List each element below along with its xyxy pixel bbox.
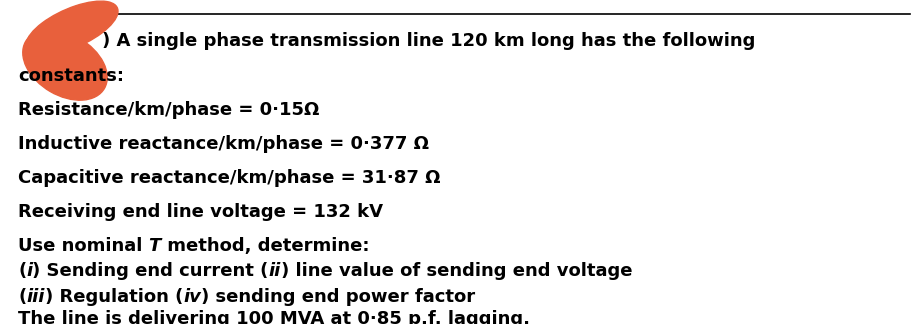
Text: iv: iv [183, 288, 201, 306]
Text: Use nominal: Use nominal [18, 237, 149, 255]
Text: i: i [27, 262, 32, 280]
Text: method, determine:: method, determine: [161, 237, 369, 255]
Text: iii: iii [27, 288, 45, 306]
Ellipse shape [26, 1, 118, 55]
Text: constants:: constants: [18, 67, 124, 85]
Text: T: T [149, 237, 161, 255]
Text: The line is delivering 100 MVA at 0·85 p.f. lagging.: The line is delivering 100 MVA at 0·85 p… [18, 310, 530, 324]
Text: (: ( [18, 262, 27, 280]
Text: ) sending end power factor: ) sending end power factor [201, 288, 475, 306]
Text: Capacitive reactance/km/phase = 31·87 Ω: Capacitive reactance/km/phase = 31·87 Ω [18, 169, 441, 187]
Text: ) Sending end current (: ) Sending end current ( [32, 262, 269, 280]
Ellipse shape [23, 30, 107, 100]
Text: (: ( [18, 288, 27, 306]
Text: ) line value of sending end voltage: ) line value of sending end voltage [281, 262, 633, 280]
Text: ii: ii [269, 262, 281, 280]
Text: ) Regulation (: ) Regulation ( [45, 288, 183, 306]
Text: Receiving end line voltage = 132 kV: Receiving end line voltage = 132 kV [18, 203, 383, 221]
Text: ) A single phase transmission line 120 km long has the following: ) A single phase transmission line 120 k… [102, 32, 756, 50]
Text: Inductive reactance/km/phase = 0·377 Ω: Inductive reactance/km/phase = 0·377 Ω [18, 135, 429, 153]
Text: Resistance/km/phase = 0·15Ω: Resistance/km/phase = 0·15Ω [18, 101, 319, 119]
